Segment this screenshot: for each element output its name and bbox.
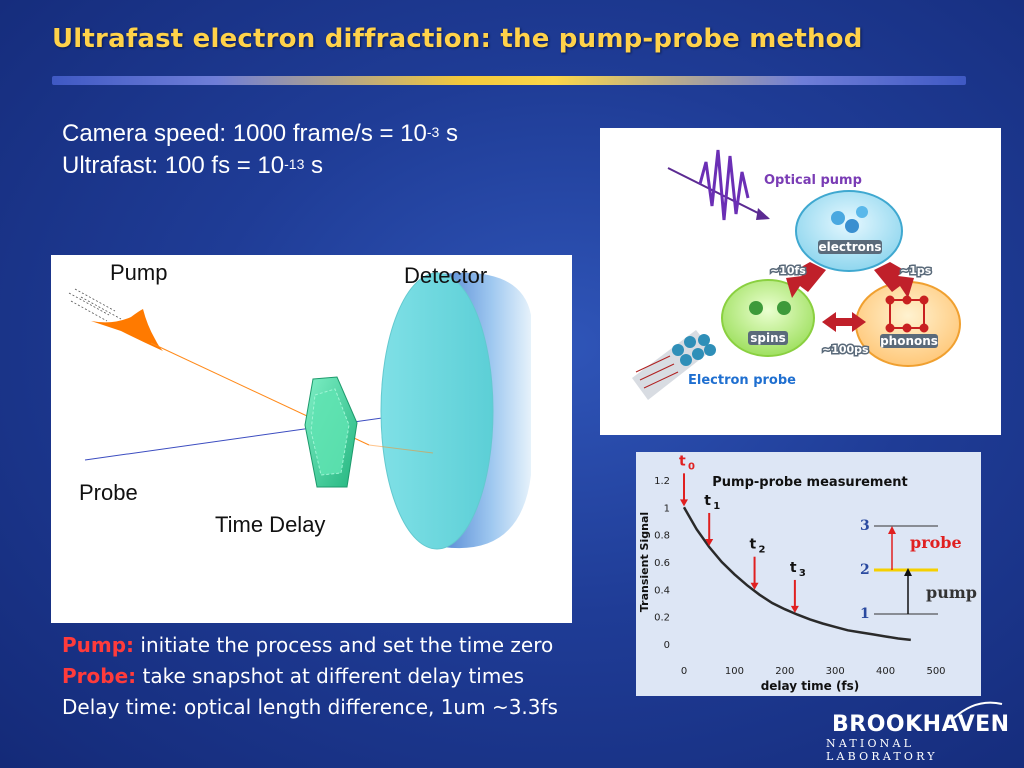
- y-tick-label: 0: [664, 640, 670, 651]
- marker-label-2: t: [750, 537, 757, 553]
- pump-label: Pump: [110, 260, 168, 285]
- y-tick-label: 0.6: [654, 558, 670, 569]
- probe-label: Probe: [79, 480, 138, 505]
- marker-arrowhead-0: [680, 499, 688, 507]
- y-tick-label: 0.2: [654, 613, 670, 624]
- y-tick-label: 1.2: [654, 476, 670, 487]
- title-divider: [52, 76, 966, 85]
- marker-arrowhead-1: [705, 538, 714, 546]
- time-1ps-label: ~1ps: [900, 264, 932, 277]
- x-axis-label: delay time (fs): [761, 679, 860, 693]
- energy-flow-diagram: Optical pump electrons spins phonons ~10…: [600, 128, 1001, 435]
- pump-probe-chart-svg: Pump-probe measurement delay time (fs) Tra…: [638, 453, 977, 693]
- phonons-tag: [880, 334, 938, 348]
- x-tick-label: 200: [775, 666, 794, 677]
- energy-transfer-arrows: [786, 262, 914, 332]
- electron-probe-beam: [632, 330, 716, 400]
- chart-title: Pump-probe measurement: [712, 475, 908, 490]
- spins-bubble: [721, 279, 815, 357]
- x-tick-label: 400: [876, 666, 895, 677]
- logo-name: BROOKHAVEN: [832, 712, 1010, 737]
- detector-label: Detector: [404, 263, 488, 288]
- notes-block: Pump: initiate the process and set the t…: [62, 630, 582, 723]
- time-100ps-label: ~100ps: [822, 343, 869, 356]
- energy-level-label: 1: [860, 606, 870, 622]
- sample-crystal: [304, 376, 358, 488]
- spins-label: spins: [750, 331, 786, 345]
- probe-text: probe: [910, 533, 962, 552]
- energy-level-label: 3: [860, 518, 870, 534]
- marker-sub-2: 2: [759, 545, 766, 556]
- camera-speed-text: Camera speed: 1000 frame/s = 10-3 s Ultr…: [62, 118, 458, 182]
- optical-pump-label: Optical pump: [764, 173, 862, 188]
- marker-sub-3: 3: [799, 568, 806, 579]
- pump-arrowhead: [904, 568, 912, 576]
- x-tick-label: 500: [926, 666, 945, 677]
- optical-pump-wave: [667, 149, 770, 221]
- x-tick-label: 0: [681, 666, 687, 677]
- marker-sub-0: 0: [688, 461, 695, 472]
- y-tick-label: 1: [664, 503, 670, 514]
- spins-tag: [748, 331, 788, 345]
- pump-text: pump: [926, 583, 977, 602]
- logo-subtitle: NATIONAL LABORATORY: [826, 737, 938, 763]
- probe-arrowhead: [888, 526, 896, 534]
- electron-probe-label: Electron probe: [688, 373, 796, 388]
- x-tick-label: 100: [725, 666, 744, 677]
- time-10fs-label: ~10fs: [770, 264, 806, 277]
- marker-sub-1: 1: [713, 501, 720, 512]
- electrons-label: electrons: [818, 240, 881, 254]
- pump-pulse: [91, 309, 163, 351]
- marker-label-0: t: [679, 453, 686, 469]
- marker-label-1: t: [704, 493, 711, 509]
- time-delay-label: Time Delay: [215, 512, 326, 537]
- decay-curve-line: [682, 506, 911, 642]
- electrons-tag: [818, 240, 882, 254]
- pump-beam-dashes: [68, 288, 122, 322]
- probe-note: Probe: take snapshot at different delay …: [62, 664, 525, 688]
- camera-line-1: Camera speed: 1000 frame/s = 10-3 s: [62, 120, 458, 147]
- marker-arrowhead-3: [790, 605, 799, 613]
- y-tick-label: 0.4: [654, 585, 670, 596]
- logo-swoosh: [953, 701, 1003, 719]
- marker-label-3: t: [790, 560, 797, 576]
- slide-title: Ultrafast electron diffraction: the pump…: [52, 24, 863, 54]
- pump-note: Pump: initiate the process and set the t…: [62, 633, 554, 657]
- detector-disk: [380, 272, 531, 550]
- delay-note: Delay time: optical length difference, 1…: [62, 695, 558, 719]
- y-tick-label: 0.8: [654, 531, 670, 542]
- pump-probe-chart: Pump-probe measurement delay time (fs) Tra…: [636, 452, 981, 696]
- setup-diagram-art: [68, 272, 531, 550]
- y-axis-label: Transient Signal: [638, 512, 651, 612]
- energy-level-label: 2: [860, 562, 870, 578]
- probe-beam: [84, 409, 440, 461]
- marker-arrowhead-2: [750, 582, 759, 590]
- brookhaven-logo: BROOKHAVEN NATIONAL LABORATORY: [826, 701, 1021, 763]
- camera-line-2: Ultrafast: 100 fs = 10-13 s: [62, 152, 324, 179]
- setup-diagram: Pump Detector Probe Time Delay: [51, 255, 572, 623]
- phonons-label: phonons: [880, 334, 938, 348]
- energy-flow-art: Optical pump electrons spins phonons ~10…: [632, 149, 961, 400]
- x-tick-label: 300: [826, 666, 845, 677]
